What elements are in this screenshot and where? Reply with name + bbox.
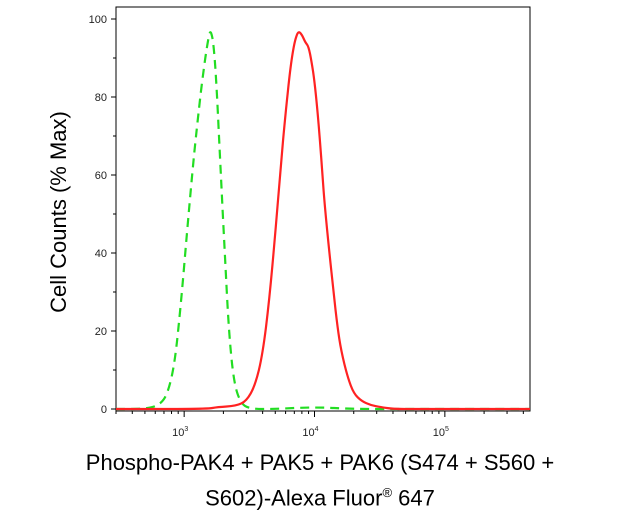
plot-frame [115,6,531,412]
series-line-green-dashed [116,31,530,411]
x-axis-label-line1: Phospho-PAK4 + PAK5 + PAK6 (S474 + S560 … [85,450,555,475]
y-tick-label: 100 [89,14,107,26]
x-axis-label-line2-tail: 647 [392,485,435,511]
series-group [116,31,530,411]
x-tick-label: 103 [172,426,188,439]
y-tick-label: 20 [95,326,107,338]
y-tick-label: 40 [95,248,107,260]
y-tick-label: 60 [95,170,107,182]
y-tick-label: 80 [95,92,107,104]
registered-mark: ® [382,485,393,500]
series-line-red-solid [116,31,530,411]
y-tick-label: 0 [101,404,107,416]
x-axis-label-line2: S602)-Alexa Fluor® 647 [0,478,640,513]
x-axis: 103 104 105 [115,411,524,439]
x-axis-label-line2-main: S602)-Alexa Fluor [205,485,383,511]
x-tick-label: 104 [302,426,318,439]
x-axis-label: Phospho-PAK4 + PAK5 + PAK6 (S474 + S560 … [0,448,640,513]
y-axis: 0 20 40 60 80 100 [89,14,116,416]
x-tick-label: 105 [433,426,449,439]
